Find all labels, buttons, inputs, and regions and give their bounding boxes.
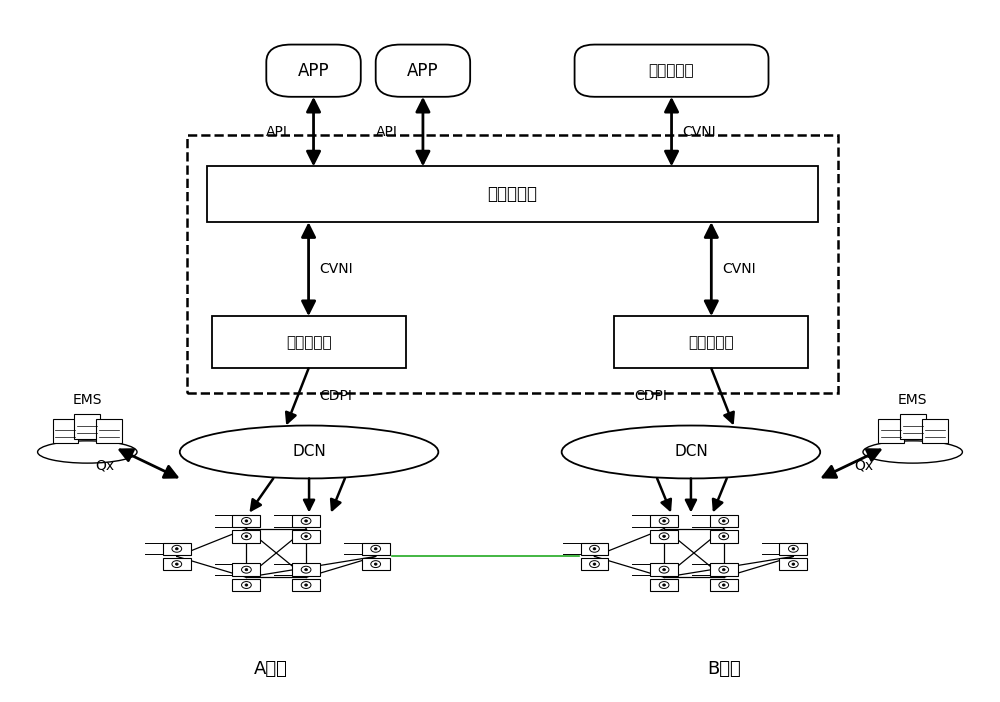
Text: 单域控制器: 单域控制器: [689, 335, 734, 350]
Text: CDPI: CDPI: [319, 390, 352, 403]
Bar: [232, 564, 260, 576]
Ellipse shape: [245, 519, 248, 522]
Bar: [710, 530, 738, 543]
Text: CDPI: CDPI: [634, 390, 667, 403]
Bar: [163, 543, 191, 555]
Text: API: API: [376, 125, 398, 138]
Text: EMS: EMS: [73, 392, 102, 406]
Text: CVNI: CVNI: [319, 262, 353, 276]
Ellipse shape: [305, 519, 307, 522]
Ellipse shape: [175, 548, 178, 550]
Text: DCN: DCN: [674, 444, 708, 460]
Bar: [581, 543, 608, 555]
FancyBboxPatch shape: [376, 44, 470, 97]
Text: EMS: EMS: [898, 392, 927, 406]
Ellipse shape: [305, 569, 307, 571]
Text: APP: APP: [407, 62, 439, 80]
Ellipse shape: [245, 584, 248, 586]
Bar: [362, 543, 390, 555]
Bar: [207, 166, 818, 222]
Bar: [53, 418, 78, 443]
Ellipse shape: [562, 425, 820, 479]
Bar: [900, 414, 926, 439]
Bar: [292, 530, 320, 543]
Text: CVNI: CVNI: [682, 125, 716, 138]
Text: B字网: B字网: [707, 661, 741, 678]
Ellipse shape: [722, 535, 725, 538]
Bar: [362, 558, 390, 571]
Bar: [96, 418, 122, 443]
Ellipse shape: [305, 584, 307, 586]
Bar: [232, 578, 260, 591]
Bar: [614, 316, 808, 369]
Bar: [581, 558, 608, 571]
Text: DCN: DCN: [292, 444, 326, 460]
Ellipse shape: [374, 548, 377, 550]
Bar: [292, 564, 320, 576]
Ellipse shape: [593, 563, 596, 565]
Bar: [779, 558, 807, 571]
Text: 客户控制器: 客户控制器: [649, 63, 694, 78]
Ellipse shape: [663, 535, 665, 538]
Text: Qx: Qx: [854, 459, 873, 473]
Bar: [650, 515, 678, 527]
Bar: [232, 530, 260, 543]
Bar: [650, 530, 678, 543]
Ellipse shape: [245, 535, 248, 538]
Text: Qx: Qx: [95, 459, 114, 473]
Bar: [650, 578, 678, 591]
Ellipse shape: [722, 519, 725, 522]
Text: API: API: [266, 125, 288, 138]
Text: CVNI: CVNI: [722, 262, 755, 276]
Text: 单域控制器: 单域控制器: [286, 335, 331, 350]
Ellipse shape: [180, 425, 438, 479]
Bar: [232, 515, 260, 527]
Bar: [292, 578, 320, 591]
Bar: [710, 564, 738, 576]
Text: A字网: A字网: [254, 661, 288, 678]
Bar: [710, 578, 738, 591]
Bar: [878, 418, 904, 443]
Ellipse shape: [38, 441, 137, 463]
Ellipse shape: [722, 584, 725, 586]
Bar: [779, 543, 807, 555]
Text: APP: APP: [298, 62, 329, 80]
Ellipse shape: [863, 441, 962, 463]
FancyBboxPatch shape: [575, 44, 769, 97]
Bar: [292, 515, 320, 527]
FancyBboxPatch shape: [266, 44, 361, 97]
Ellipse shape: [245, 569, 248, 571]
Bar: [710, 515, 738, 527]
Text: 多域控制器: 多域控制器: [487, 185, 537, 204]
Ellipse shape: [663, 519, 665, 522]
Ellipse shape: [663, 569, 665, 571]
Bar: [187, 135, 838, 393]
Bar: [922, 418, 948, 443]
Ellipse shape: [663, 584, 665, 586]
Ellipse shape: [792, 563, 795, 565]
Ellipse shape: [593, 548, 596, 550]
Ellipse shape: [792, 548, 795, 550]
Bar: [163, 558, 191, 571]
Ellipse shape: [305, 535, 307, 538]
Ellipse shape: [722, 569, 725, 571]
Ellipse shape: [374, 563, 377, 565]
Bar: [212, 316, 406, 369]
Bar: [650, 564, 678, 576]
Bar: [74, 414, 100, 439]
Ellipse shape: [175, 563, 178, 565]
